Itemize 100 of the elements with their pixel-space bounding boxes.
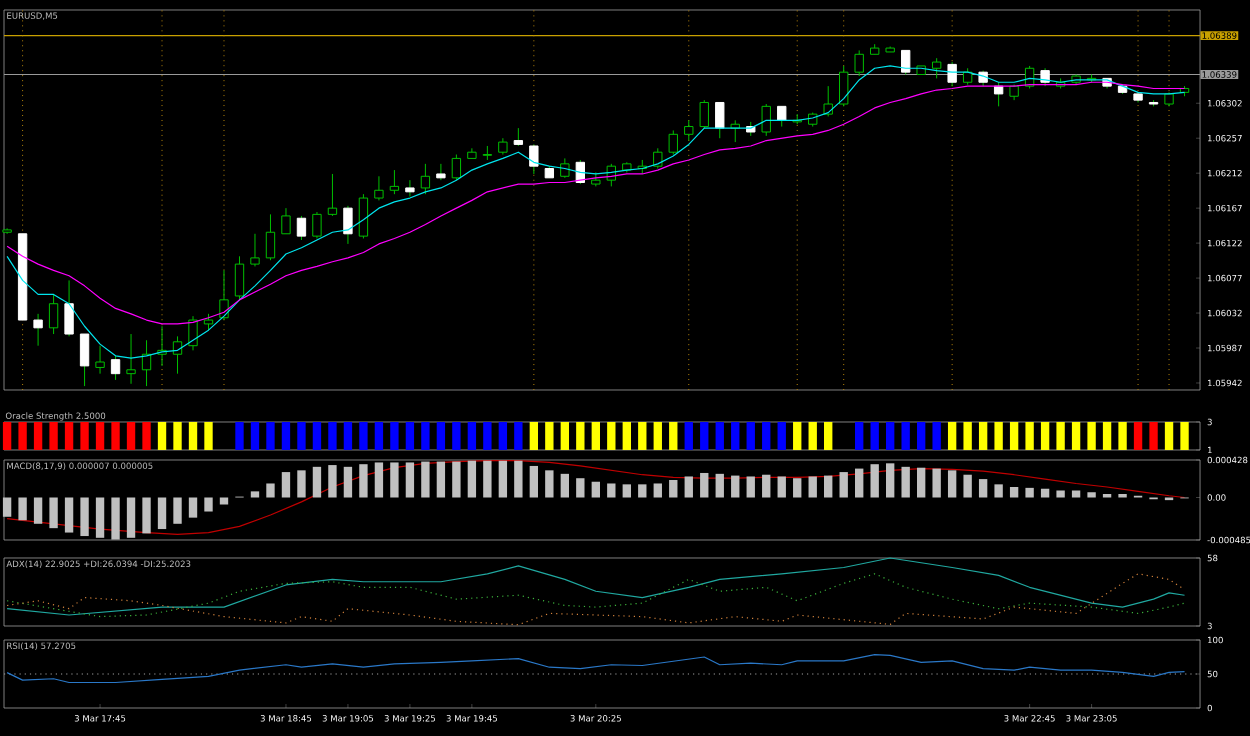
candlestick <box>33 313 43 347</box>
bar <box>421 461 430 498</box>
candlestick <box>575 159 586 185</box>
candlestick <box>110 355 121 381</box>
candlestick <box>234 255 245 301</box>
candlestick <box>219 269 229 321</box>
candlestick <box>699 99 709 129</box>
bar <box>607 483 616 498</box>
bar <box>111 497 120 540</box>
bar <box>963 474 972 498</box>
candlestick <box>358 193 369 239</box>
bar <box>64 497 74 533</box>
line-series <box>6 573 1186 626</box>
candlestick <box>312 211 322 239</box>
candlestick <box>777 105 787 128</box>
candlestick <box>715 101 725 139</box>
bar <box>483 460 492 498</box>
bar <box>1087 492 1096 498</box>
candlestick <box>374 175 384 201</box>
candlestick <box>327 173 338 217</box>
bar <box>297 470 306 498</box>
bar <box>1009 486 1019 498</box>
bar <box>653 483 662 498</box>
bar <box>731 475 740 498</box>
bar <box>870 464 879 498</box>
candlestick <box>420 163 431 195</box>
bar <box>824 475 833 498</box>
bar <box>684 476 693 498</box>
candlestick <box>389 169 400 195</box>
candlestick <box>95 345 105 375</box>
bar <box>545 470 554 498</box>
bar <box>591 481 600 498</box>
candlestick <box>823 85 833 117</box>
bar <box>390 462 399 498</box>
candlestick <box>839 65 849 107</box>
bar <box>374 462 384 498</box>
candlestick <box>761 103 771 137</box>
bar <box>498 460 508 498</box>
candlestick <box>947 61 957 87</box>
bar <box>638 484 647 498</box>
bar <box>359 464 368 498</box>
bar <box>885 463 895 498</box>
candlestick <box>79 333 90 387</box>
candlestick <box>265 213 276 261</box>
bar <box>932 468 941 498</box>
bar <box>669 479 678 498</box>
candlestick <box>250 233 260 267</box>
bar <box>219 497 229 505</box>
bar <box>514 460 523 498</box>
candlestick <box>188 315 198 351</box>
bar <box>33 497 43 524</box>
bar <box>622 484 631 498</box>
bar <box>281 472 291 498</box>
bar <box>808 476 817 498</box>
bar <box>312 466 322 498</box>
bar <box>793 478 802 498</box>
candlestick <box>684 119 694 142</box>
bar <box>204 497 213 512</box>
bar <box>978 479 988 498</box>
bar <box>142 497 151 534</box>
bar <box>49 497 58 529</box>
candlestick <box>668 129 678 156</box>
candlestick <box>343 205 353 245</box>
bar <box>901 466 910 498</box>
candlestick <box>405 179 415 197</box>
bar <box>529 465 539 498</box>
candlestick <box>529 143 539 175</box>
candlestick <box>126 333 136 385</box>
candlestick <box>436 163 446 181</box>
bar <box>1071 490 1081 498</box>
bar <box>576 478 585 498</box>
bar <box>405 462 415 498</box>
bar <box>80 497 89 537</box>
bar <box>994 484 1003 498</box>
bar <box>126 497 136 538</box>
bar <box>855 468 864 498</box>
candlestick <box>451 154 462 181</box>
candlestick <box>172 335 183 375</box>
bar <box>343 466 353 498</box>
line-series <box>6 654 1186 684</box>
candlestick <box>900 49 911 75</box>
candlestick <box>48 293 59 335</box>
bar <box>715 473 724 498</box>
bar <box>2 497 12 517</box>
bar <box>1040 488 1050 498</box>
bar <box>452 461 461 498</box>
candlestick <box>931 57 942 79</box>
bar <box>173 497 182 524</box>
bar <box>916 467 926 498</box>
bar <box>18 497 27 521</box>
bar <box>839 472 848 498</box>
bar <box>1025 487 1034 498</box>
bar <box>1056 490 1065 498</box>
bar <box>250 491 260 498</box>
candlestick <box>560 157 570 179</box>
candlestick <box>854 49 864 77</box>
bar <box>157 497 167 530</box>
bar <box>328 465 337 498</box>
bar <box>266 483 275 498</box>
candlestick <box>281 207 291 235</box>
